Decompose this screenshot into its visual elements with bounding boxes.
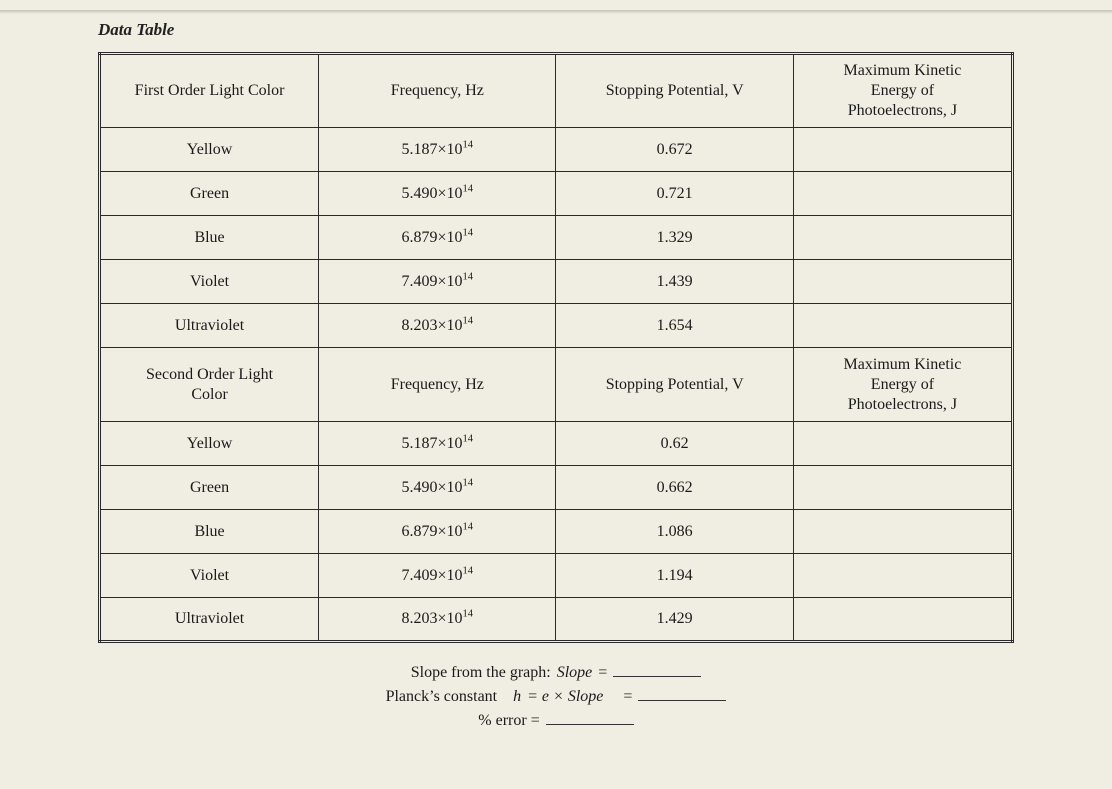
data-table: First Order Light Color Frequency, Hz St…: [98, 52, 1014, 643]
col-header-color: First Order Light Color: [100, 54, 319, 128]
col-header-energy-l1: Maximum Kinetic: [844, 62, 962, 79]
cell-energy: [793, 510, 1012, 554]
equals-sign: =: [598, 664, 607, 682]
cell-color: Ultraviolet: [100, 304, 319, 348]
cell-frequency: 5.490×1014: [319, 466, 556, 510]
cell-stopping: 0.672: [556, 128, 793, 172]
cell-stopping: 1.439: [556, 260, 793, 304]
col-header-color-l1: Second Order Light: [146, 366, 273, 383]
page-title: Data Table: [98, 20, 1014, 40]
col-header-color: Second Order Light Color: [100, 348, 319, 422]
table-header-row: Second Order Light Color Frequency, Hz S…: [100, 348, 1013, 422]
blank-line: [546, 709, 634, 725]
cell-stopping: 1.194: [556, 554, 793, 598]
col-header-energy: Maximum Kinetic Energy of Photoelectrons…: [793, 348, 1012, 422]
content-area: Data Table First Order Light Color Frequ…: [0, 20, 1112, 730]
col-header-energy: Maximum Kinetic Energy of Photoelectrons…: [793, 54, 1012, 128]
col-header-energy-l1: Maximum Kinetic: [844, 356, 962, 373]
col-header-energy-l2: Energy of: [871, 376, 934, 393]
blank-line: [613, 661, 701, 677]
cell-frequency: 5.187×1014: [319, 128, 556, 172]
cell-energy: [793, 260, 1012, 304]
cell-energy: [793, 304, 1012, 348]
cell-energy: [793, 422, 1012, 466]
cell-frequency: 6.879×1014: [319, 510, 556, 554]
equation-error: % error =: [98, 709, 1014, 730]
page: Data Table First Order Light Color Frequ…: [0, 0, 1112, 789]
cell-energy: [793, 554, 1012, 598]
equations-block: Slope from the graph: Slope = Planck’s c…: [98, 661, 1014, 730]
col-header-stopping: Stopping Potential, V: [556, 348, 793, 422]
equals-sign: =: [623, 688, 632, 706]
cell-frequency: 8.203×1014: [319, 598, 556, 642]
cell-color: Violet: [100, 554, 319, 598]
table-header-row: First Order Light Color Frequency, Hz St…: [100, 54, 1013, 128]
blank-line: [638, 685, 726, 701]
table-row: Violet 7.409×1014 1.439: [100, 260, 1013, 304]
col-header-energy-l3: Photoelectrons, J: [848, 102, 957, 119]
table-row: Blue 6.879×1014 1.329: [100, 216, 1013, 260]
planck-label: Planck’s constant: [386, 688, 498, 706]
cell-stopping: 1.086: [556, 510, 793, 554]
page-top-shadow: [0, 10, 1112, 14]
cell-stopping: 1.329: [556, 216, 793, 260]
cell-stopping: 0.62: [556, 422, 793, 466]
cell-frequency: 7.409×1014: [319, 260, 556, 304]
cell-frequency: 8.203×1014: [319, 304, 556, 348]
cell-color: Ultraviolet: [100, 598, 319, 642]
cell-color: Green: [100, 172, 319, 216]
cell-color: Blue: [100, 510, 319, 554]
slope-label: Slope from the graph:: [411, 664, 551, 682]
table-row: Blue 6.879×1014 1.086: [100, 510, 1013, 554]
equation-slope: Slope from the graph: Slope =: [98, 661, 1014, 682]
cell-energy: [793, 466, 1012, 510]
table-row: Green 5.490×1014 0.662: [100, 466, 1013, 510]
col-header-frequency: Frequency, Hz: [319, 348, 556, 422]
cell-energy: [793, 598, 1012, 642]
cell-color: Yellow: [100, 128, 319, 172]
table-row: Violet 7.409×1014 1.194: [100, 554, 1013, 598]
col-header-color-l2: Color: [191, 386, 227, 403]
slope-symbol: Slope: [557, 664, 593, 682]
cell-color: Blue: [100, 216, 319, 260]
col-header-frequency: Frequency, Hz: [319, 54, 556, 128]
equation-planck: Planck’s constant h = e × Slope =: [98, 685, 1014, 706]
table-row: Ultraviolet 8.203×1014 1.654: [100, 304, 1013, 348]
cell-frequency: 5.187×1014: [319, 422, 556, 466]
col-header-energy-l2: Energy of: [871, 82, 934, 99]
col-header-energy-l3: Photoelectrons, J: [848, 396, 957, 413]
cell-stopping: 1.429: [556, 598, 793, 642]
percent-error-label: % error =: [478, 712, 539, 730]
cell-frequency: 6.879×1014: [319, 216, 556, 260]
planck-rest: = e × Slope: [527, 688, 603, 706]
cell-stopping: 0.662: [556, 466, 793, 510]
table-row: Yellow 5.187×1014 0.62: [100, 422, 1013, 466]
cell-frequency: 5.490×1014: [319, 172, 556, 216]
cell-color: Yellow: [100, 422, 319, 466]
cell-color: Violet: [100, 260, 319, 304]
table-row: Green 5.490×1014 0.721: [100, 172, 1013, 216]
col-header-stopping: Stopping Potential, V: [556, 54, 793, 128]
cell-frequency: 7.409×1014: [319, 554, 556, 598]
cell-energy: [793, 172, 1012, 216]
cell-energy: [793, 128, 1012, 172]
cell-stopping: 0.721: [556, 172, 793, 216]
table-row: Yellow 5.187×1014 0.672: [100, 128, 1013, 172]
cell-color: Green: [100, 466, 319, 510]
cell-energy: [793, 216, 1012, 260]
cell-stopping: 1.654: [556, 304, 793, 348]
table-row: Ultraviolet 8.203×1014 1.429: [100, 598, 1013, 642]
planck-h: h: [513, 688, 521, 706]
